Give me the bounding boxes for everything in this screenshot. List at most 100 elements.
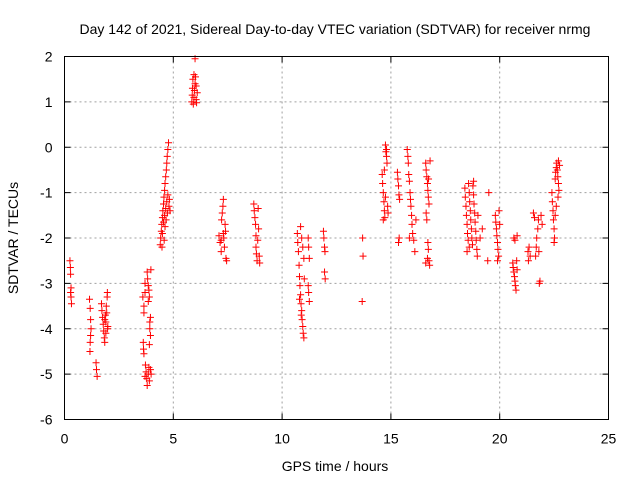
data-point xyxy=(193,89,201,97)
data-point xyxy=(472,236,480,244)
data-point xyxy=(426,261,434,269)
data-point xyxy=(485,189,493,197)
data-point xyxy=(66,257,74,265)
data-point xyxy=(146,313,154,321)
data-point xyxy=(93,372,101,380)
data-point xyxy=(381,141,389,149)
data-point xyxy=(218,209,226,217)
data-point xyxy=(422,209,430,217)
data-point xyxy=(304,234,312,242)
data-point xyxy=(381,193,389,201)
data-point xyxy=(550,239,558,247)
data-point xyxy=(406,189,414,197)
data-point xyxy=(466,207,474,215)
data-point xyxy=(146,332,154,340)
data-point xyxy=(424,186,432,194)
data-point xyxy=(215,232,223,240)
data-point xyxy=(219,195,227,203)
data-point xyxy=(145,341,153,349)
data-point xyxy=(140,309,148,317)
data-point xyxy=(525,243,533,251)
data-point xyxy=(404,152,412,160)
data-point xyxy=(255,252,263,260)
data-point xyxy=(87,316,95,324)
data-point xyxy=(252,220,260,228)
data-point xyxy=(396,195,404,203)
y-tick-label: 1 xyxy=(45,94,53,110)
data-point xyxy=(466,198,474,206)
x-tick-label: 25 xyxy=(601,431,617,447)
data-point xyxy=(305,298,313,306)
data-point xyxy=(552,202,560,210)
data-point xyxy=(556,161,564,169)
data-point xyxy=(548,189,556,197)
data-point xyxy=(296,295,304,303)
data-point xyxy=(217,248,225,256)
data-point xyxy=(221,220,229,228)
data-point xyxy=(92,366,100,374)
data-point xyxy=(405,177,413,185)
data-point xyxy=(511,236,519,244)
data-point xyxy=(165,195,173,203)
y-tick-label: 0 xyxy=(45,139,53,155)
data-point xyxy=(551,211,559,219)
data-point xyxy=(554,180,562,188)
data-point xyxy=(165,139,173,147)
data-point xyxy=(254,205,262,213)
data-point xyxy=(145,286,153,294)
data-point xyxy=(537,211,545,219)
data-point xyxy=(554,193,562,201)
data-point xyxy=(67,288,75,296)
data-point xyxy=(395,239,403,247)
axis-ticks: 0 5 10 15 20 25 -6 -5 -4 -3 -2 -1 0 1 2 xyxy=(40,49,616,447)
data-point xyxy=(164,146,172,154)
data-point xyxy=(409,229,417,237)
data-point xyxy=(219,229,227,237)
data-point xyxy=(513,257,521,265)
x-tick-label: 10 xyxy=(274,431,290,447)
data-point xyxy=(304,282,312,290)
data-point xyxy=(422,259,430,267)
data-point xyxy=(163,152,171,160)
data-point xyxy=(251,214,259,222)
data-point xyxy=(405,170,413,178)
data-point xyxy=(474,211,482,219)
data-point xyxy=(470,200,478,208)
data-point xyxy=(554,173,562,181)
data-point xyxy=(141,372,149,380)
data-point xyxy=(158,243,166,251)
data-point xyxy=(524,248,532,256)
data-point xyxy=(146,366,154,374)
data-point xyxy=(513,232,521,240)
x-tick-label: 0 xyxy=(61,431,69,447)
data-point xyxy=(394,175,402,183)
data-point xyxy=(484,257,492,265)
data-point xyxy=(297,311,305,319)
data-point xyxy=(359,234,367,242)
data-point xyxy=(97,300,105,308)
data-point xyxy=(494,257,502,265)
data-point xyxy=(103,309,111,317)
data-point xyxy=(473,245,481,253)
data-point xyxy=(511,282,519,290)
data-point xyxy=(297,223,305,231)
data-point xyxy=(380,198,388,206)
data-point xyxy=(468,234,476,242)
data-point xyxy=(256,259,264,267)
data-point xyxy=(423,180,431,188)
data-point xyxy=(495,207,503,215)
data-point xyxy=(509,263,517,271)
data-point xyxy=(494,245,502,253)
data-point xyxy=(393,168,401,176)
data-point xyxy=(473,252,481,260)
data-point xyxy=(491,211,499,219)
data-point xyxy=(299,329,307,337)
data-point xyxy=(296,282,304,290)
data-point xyxy=(395,234,403,242)
data-point xyxy=(145,293,153,301)
data-point xyxy=(103,288,111,296)
data-point xyxy=(140,302,148,310)
data-point xyxy=(467,225,475,233)
data-point xyxy=(424,245,432,253)
